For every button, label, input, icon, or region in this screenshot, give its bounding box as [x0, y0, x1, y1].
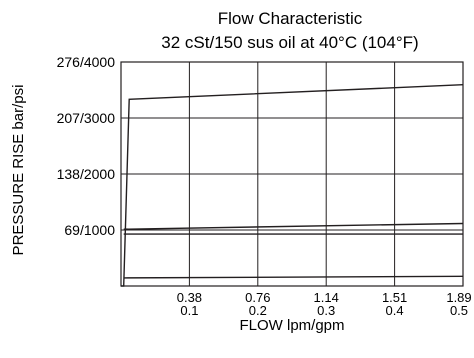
chart-subtitle: 32 cSt/150 sus oil at 40°C (104°F) [161, 33, 418, 52]
series-line-1 [124, 224, 463, 230]
y-tick-label-0: 276/4000 [57, 54, 116, 70]
y-tick-labels: 276/4000 207/3000 138/2000 69/1000 [57, 54, 116, 238]
y-tick-label-3: 69/1000 [64, 222, 115, 238]
y-axis-label: PRESSURE RISE bar/psi [10, 85, 27, 256]
y-tick-label-1: 207/3000 [57, 110, 116, 126]
x-tick-labels: 0.380.10.760.21.140.31.510.41.890.5 [177, 290, 472, 318]
x-tick-label-gpm-4: 0.5 [450, 303, 468, 318]
chart-title: Flow Characteristic [218, 9, 363, 28]
x-tick-label-gpm-3: 0.4 [386, 303, 404, 318]
x-tick-label-gpm-2: 0.3 [317, 303, 335, 318]
series-line-0 [121, 85, 463, 286]
grid [121, 62, 463, 286]
x-tick-label-gpm-0: 0.1 [180, 303, 198, 318]
series-layer [121, 85, 463, 286]
x-axis-label: FLOW lpm/gpm [239, 317, 344, 334]
y-tick-label-2: 138/2000 [57, 166, 116, 182]
series-line-3 [124, 276, 463, 278]
x-tick-label-gpm-1: 0.2 [249, 303, 267, 318]
